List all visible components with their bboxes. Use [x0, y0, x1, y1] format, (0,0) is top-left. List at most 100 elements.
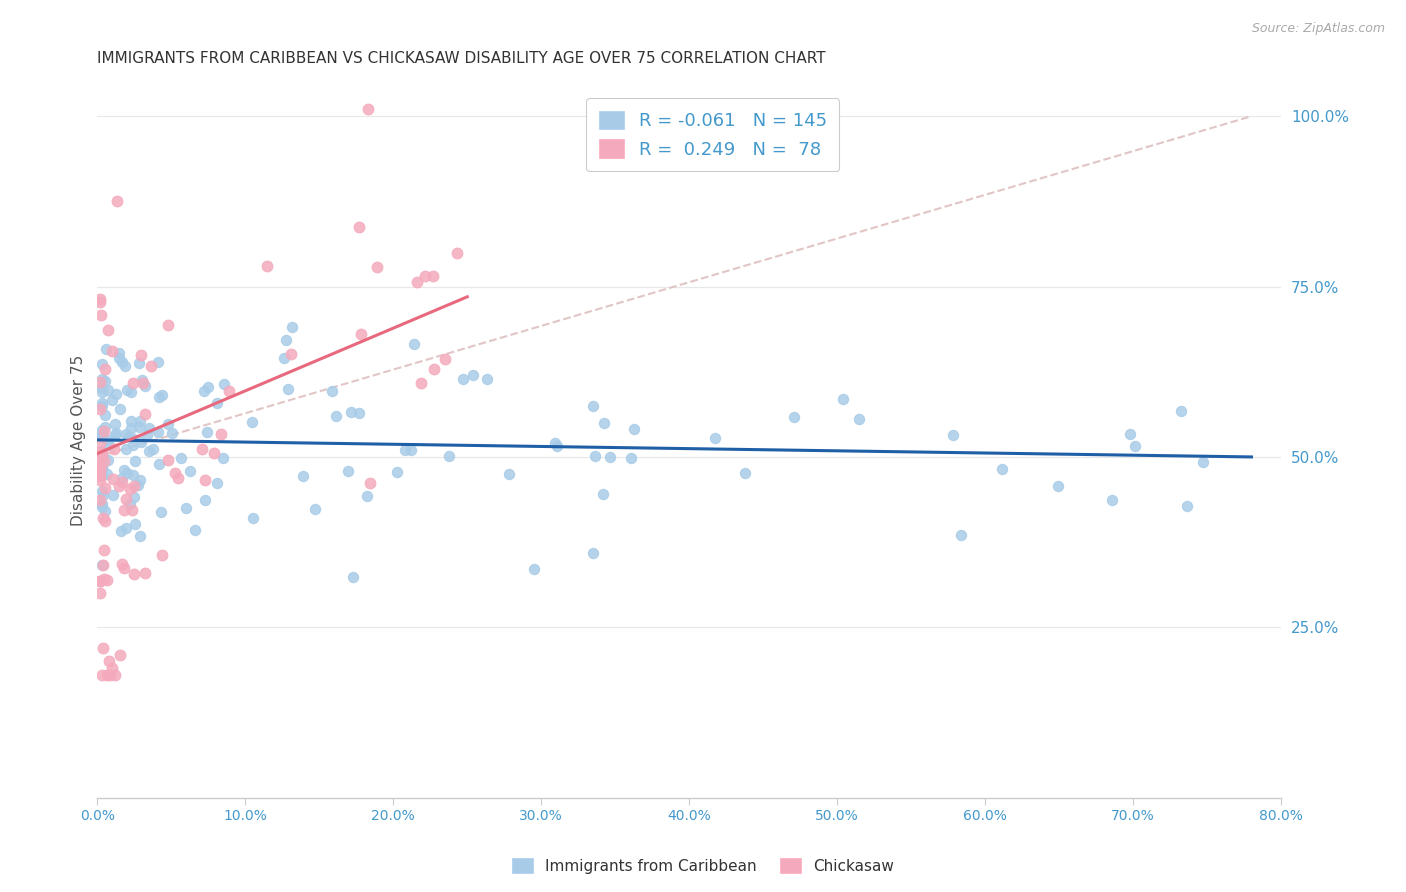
Point	[93, 572, 115, 586]
Point	[118, 498, 141, 512]
Point	[91, 446, 114, 460]
Point	[366, 260, 388, 274]
Point	[242, 511, 264, 525]
Point	[90, 444, 112, 458]
Point	[157, 417, 180, 431]
Point	[184, 524, 207, 538]
Point	[387, 466, 409, 480]
Point	[582, 546, 605, 560]
Point	[89, 458, 111, 472]
Point	[110, 524, 132, 538]
Point	[91, 668, 114, 682]
Point	[1123, 439, 1146, 453]
Point	[91, 511, 114, 525]
Point	[93, 454, 115, 468]
Point	[194, 492, 217, 507]
Point	[90, 558, 112, 572]
Point	[93, 425, 115, 439]
Point	[280, 347, 302, 361]
Point	[148, 425, 170, 440]
Point	[115, 383, 138, 397]
Point	[93, 374, 115, 388]
Point	[704, 431, 727, 445]
Point	[93, 543, 115, 558]
Point	[100, 343, 122, 358]
Point	[134, 379, 156, 393]
Point	[120, 384, 142, 399]
Point	[90, 371, 112, 385]
Point	[170, 451, 193, 466]
Point	[991, 462, 1014, 476]
Point	[90, 460, 112, 475]
Point	[135, 427, 157, 442]
Point	[90, 385, 112, 400]
Point	[114, 359, 136, 373]
Point	[623, 422, 645, 436]
Point	[583, 450, 606, 464]
Point	[117, 430, 139, 444]
Point	[150, 388, 173, 402]
Point	[620, 451, 643, 466]
Point	[129, 435, 152, 450]
Point	[107, 479, 129, 493]
Point	[104, 387, 127, 401]
Point	[1191, 455, 1213, 469]
Point	[98, 654, 121, 668]
Point	[90, 395, 112, 409]
Point	[89, 292, 111, 306]
Point	[734, 466, 756, 480]
Point	[108, 351, 131, 366]
Point	[218, 384, 240, 399]
Point	[1101, 492, 1123, 507]
Point	[112, 561, 135, 575]
Point	[141, 359, 163, 373]
Point	[434, 351, 457, 366]
Point	[89, 294, 111, 309]
Point	[121, 502, 143, 516]
Point	[91, 641, 114, 656]
Point	[111, 355, 134, 369]
Point	[214, 377, 236, 392]
Point	[437, 450, 460, 464]
Point	[132, 376, 155, 391]
Point	[1170, 404, 1192, 418]
Point	[93, 481, 115, 495]
Point	[124, 454, 146, 468]
Point	[101, 661, 124, 675]
Point	[127, 478, 149, 492]
Point	[98, 668, 121, 682]
Point	[350, 326, 373, 341]
Point	[349, 406, 371, 420]
Point	[93, 420, 115, 434]
Point	[150, 548, 173, 562]
Point	[111, 471, 134, 485]
Point	[94, 409, 117, 423]
Point	[97, 383, 120, 397]
Point	[193, 384, 215, 398]
Point	[394, 442, 416, 457]
Point	[451, 372, 474, 386]
Text: IMMIGRANTS FROM CARIBBEAN VS CHICKASAW DISABILITY AGE OVER 75 CORRELATION CHART: IMMIGRANTS FROM CARIBBEAN VS CHICKASAW D…	[97, 51, 825, 66]
Point	[89, 492, 111, 507]
Point	[128, 529, 150, 543]
Point	[105, 426, 128, 441]
Point	[120, 414, 142, 428]
Point	[148, 390, 170, 404]
Point	[546, 438, 568, 452]
Point	[342, 570, 364, 584]
Point	[104, 427, 127, 442]
Point	[131, 374, 153, 388]
Point	[522, 561, 544, 575]
Point	[121, 376, 143, 390]
Point	[148, 457, 170, 471]
Point	[115, 442, 138, 456]
Point	[90, 460, 112, 475]
Point	[103, 668, 125, 682]
Point	[89, 473, 111, 487]
Point	[122, 567, 145, 582]
Point	[89, 402, 111, 417]
Point	[89, 445, 111, 459]
Point	[90, 484, 112, 499]
Point	[783, 410, 806, 425]
Point	[89, 435, 111, 450]
